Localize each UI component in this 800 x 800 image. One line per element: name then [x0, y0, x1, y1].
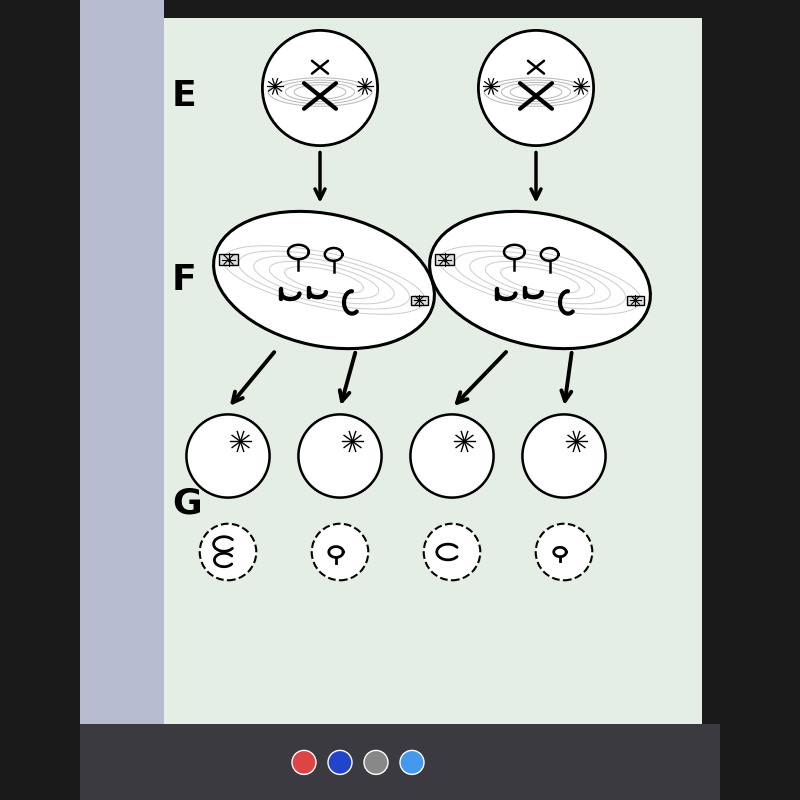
Circle shape [400, 750, 424, 774]
Ellipse shape [214, 211, 434, 349]
FancyBboxPatch shape [627, 296, 644, 305]
Text: G: G [172, 487, 202, 521]
FancyBboxPatch shape [80, 724, 720, 800]
Circle shape [262, 30, 378, 146]
FancyBboxPatch shape [80, 0, 164, 800]
Ellipse shape [430, 211, 650, 349]
Circle shape [522, 414, 606, 498]
FancyBboxPatch shape [434, 254, 454, 265]
Circle shape [410, 414, 494, 498]
Circle shape [200, 524, 256, 580]
Circle shape [186, 414, 270, 498]
Circle shape [364, 750, 388, 774]
Circle shape [424, 524, 480, 580]
Circle shape [292, 750, 316, 774]
Text: E: E [172, 79, 197, 113]
Circle shape [312, 524, 368, 580]
Circle shape [536, 524, 592, 580]
FancyBboxPatch shape [98, 18, 702, 782]
Text: F: F [172, 263, 197, 297]
FancyBboxPatch shape [164, 18, 702, 782]
Circle shape [478, 30, 594, 146]
FancyBboxPatch shape [218, 254, 238, 265]
Circle shape [298, 414, 382, 498]
Circle shape [328, 750, 352, 774]
FancyBboxPatch shape [411, 296, 428, 305]
